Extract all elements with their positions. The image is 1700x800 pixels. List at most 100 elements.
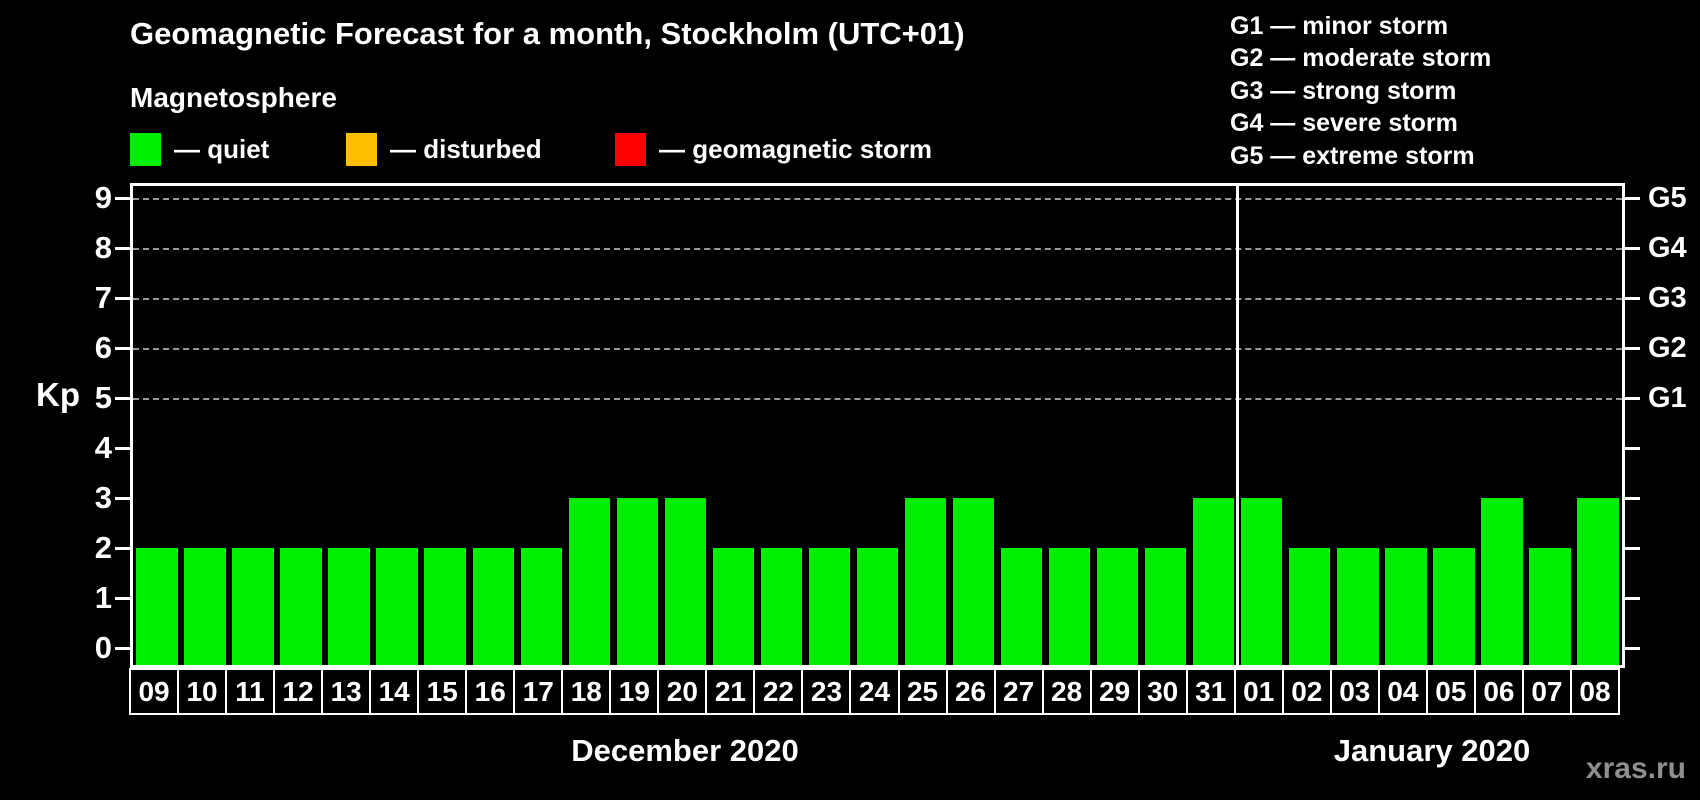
day-box-18: 18 xyxy=(561,668,612,715)
day-box-24: 24 xyxy=(849,668,900,715)
legend-item-quiet: — quiet xyxy=(130,131,269,167)
day-box-25: 25 xyxy=(897,668,948,715)
day-box-23: 23 xyxy=(801,668,852,715)
kp-bar-day-22 xyxy=(760,548,803,665)
day-label-row: 09 10 11 12 13 14 15 16 17 18 19 20 21 22 23 24 25 26 27 28… xyxy=(129,668,1625,715)
day-box-22: 22 xyxy=(753,668,804,715)
y-axis-tick-left-0 xyxy=(115,646,130,650)
y-axis-tick-left-7 xyxy=(115,296,130,300)
kp-bar-day-06 xyxy=(1481,498,1523,665)
day-box-26: 26 xyxy=(945,668,996,715)
y-axis-tick-right-3 xyxy=(1625,496,1640,500)
y-axis-tick-right-2 xyxy=(1625,546,1640,550)
kp-bar-day-11 xyxy=(232,548,274,665)
gridline-kp6 xyxy=(133,348,1622,350)
g-scale-label-g5: G5 xyxy=(1648,182,1687,214)
day-box-08: 08 xyxy=(1569,668,1620,715)
day-box-27: 27 xyxy=(993,668,1044,715)
g-scale-label-g1: G1 xyxy=(1648,382,1687,414)
kp-bar-day-14 xyxy=(376,548,418,665)
y-axis-label-1: 1 xyxy=(94,580,112,615)
kp-bar-day-30 xyxy=(1144,548,1187,665)
day-box-05: 05 xyxy=(1425,668,1476,715)
plot-area xyxy=(130,183,1625,668)
y-axis-label-8: 8 xyxy=(94,230,112,265)
gridline-kp8 xyxy=(133,248,1622,250)
day-box-31: 31 xyxy=(1185,668,1236,715)
legend-label-disturbed: — disturbed xyxy=(390,133,542,164)
y-axis-label-9: 9 xyxy=(94,180,112,215)
day-box-02: 02 xyxy=(1281,668,1332,715)
y-axis-tick-right-8 xyxy=(1625,246,1640,250)
day-box-21: 21 xyxy=(705,668,756,715)
day-box-17: 17 xyxy=(513,668,564,715)
day-box-09: 09 xyxy=(129,668,180,715)
month-separator xyxy=(1236,186,1240,665)
storm-scale-line-g5: G5 — extreme storm xyxy=(1230,141,1475,170)
kp-bar-day-27 xyxy=(1000,548,1043,665)
y-axis-label-7: 7 xyxy=(94,280,112,315)
y-axis-label-4: 4 xyxy=(94,430,112,465)
kp-bar-day-10 xyxy=(184,548,226,665)
magnetosphere-heading: Magnetosphere xyxy=(130,82,337,113)
kp-bar-day-04 xyxy=(1385,548,1427,665)
y-axis-label-3: 3 xyxy=(94,480,112,515)
legend-label-geomagnetic-storm: — geomagnetic storm xyxy=(659,133,933,164)
y-axis-tick-right-0 xyxy=(1625,646,1640,650)
kp-bar-day-18 xyxy=(568,498,610,665)
gridline-kp5 xyxy=(133,398,1622,400)
y-axis-tick-left-8 xyxy=(115,246,130,250)
day-box-01: 01 xyxy=(1233,668,1284,715)
day-box-11: 11 xyxy=(225,668,276,715)
y-axis-tick-right-7 xyxy=(1625,296,1640,300)
legend-item-disturbed: — disturbed xyxy=(346,131,542,167)
kp-bar-day-29 xyxy=(1096,548,1139,665)
y-axis-tick-left-4 xyxy=(115,446,130,450)
y-axis-label-6: 6 xyxy=(94,330,112,365)
kp-bar-day-08 xyxy=(1577,498,1619,665)
month-label-december: December 2020 xyxy=(571,733,799,768)
storm-scale-line-g2: G2 — moderate storm xyxy=(1230,44,1492,73)
storm-color-swatch xyxy=(615,132,646,166)
kp-bar-day-21 xyxy=(712,548,755,665)
day-box-16: 16 xyxy=(465,668,516,715)
day-box-06: 06 xyxy=(1473,668,1524,715)
month-label-january: January 2020 xyxy=(1333,733,1531,768)
kp-bar-day-02 xyxy=(1289,548,1331,665)
g-scale-label-g2: G2 xyxy=(1648,332,1687,364)
gridline-kp9 xyxy=(133,198,1622,200)
y-axis-tick-right-1 xyxy=(1625,596,1640,600)
gridline-kp7 xyxy=(133,298,1622,300)
kp-bar-day-01 xyxy=(1241,498,1283,665)
y-axis-tick-left-9 xyxy=(115,196,130,200)
day-box-30: 30 xyxy=(1137,668,1188,715)
day-box-28: 28 xyxy=(1041,668,1092,715)
y-axis-title: Kp xyxy=(36,376,80,413)
kp-bar-day-07 xyxy=(1529,548,1571,665)
y-axis-tick-left-2 xyxy=(115,546,130,550)
kp-bar-day-12 xyxy=(280,548,322,665)
kp-bar-day-26 xyxy=(952,498,995,665)
day-box-14: 14 xyxy=(369,668,420,715)
kp-bar-day-23 xyxy=(808,548,851,665)
y-axis-tick-right-9 xyxy=(1625,196,1640,200)
day-box-20: 20 xyxy=(657,668,708,715)
y-axis-tick-right-6 xyxy=(1625,346,1640,350)
kp-bar-day-03 xyxy=(1337,548,1379,665)
g-scale-label-g3: G3 xyxy=(1648,282,1687,314)
storm-scale-line-g3: G3 — strong storm xyxy=(1230,76,1457,105)
g-scale-label-g4: G4 xyxy=(1648,232,1687,264)
kp-bar-day-19 xyxy=(616,498,659,665)
y-axis-tick-right-5 xyxy=(1625,396,1640,400)
legend-item-geomagnetic-storm: — geomagnetic storm xyxy=(615,131,932,167)
kp-bar-day-05 xyxy=(1433,548,1475,665)
kp-bar-day-31 xyxy=(1193,498,1235,665)
kp-bar-day-16 xyxy=(472,548,514,665)
day-box-12: 12 xyxy=(273,668,324,715)
kp-bar-day-17 xyxy=(520,548,562,665)
day-box-03: 03 xyxy=(1329,668,1380,715)
watermark: xras.ru xyxy=(1585,752,1686,785)
y-axis-label-5: 5 xyxy=(94,380,112,415)
storm-scale-legend: G1 — minor storm G2 — moderate storm G3 … xyxy=(1230,10,1491,172)
